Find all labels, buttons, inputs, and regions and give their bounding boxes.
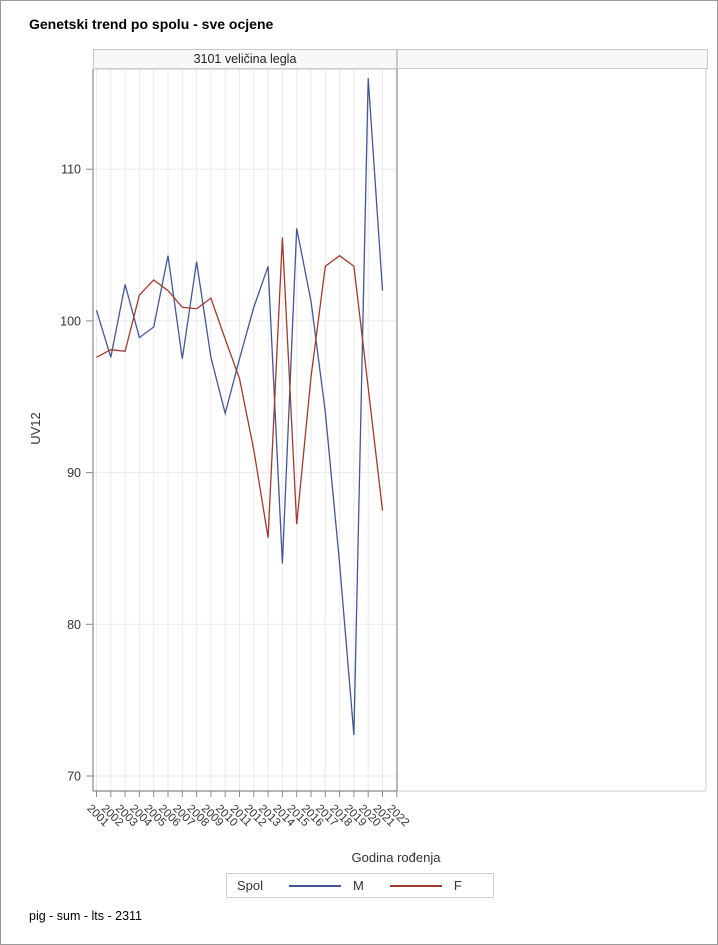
- y-axis-label: UV12: [27, 412, 43, 445]
- legend: Spol M F: [226, 873, 494, 898]
- legend-label-male: M: [353, 878, 364, 893]
- svg-text:90: 90: [67, 466, 81, 480]
- legend-label-female: F: [453, 878, 462, 893]
- legend-title: Spol: [237, 878, 264, 893]
- svg-text:100: 100: [60, 314, 81, 328]
- svg-text:110: 110: [61, 163, 81, 177]
- panel-header-right: [397, 49, 708, 69]
- svg-text:70: 70: [67, 770, 81, 784]
- footer-note: pig - sum - lts - 2311: [29, 909, 143, 923]
- svg-text:80: 80: [67, 618, 81, 632]
- x-axis-label: Godina rođenja: [351, 850, 441, 865]
- legend-line-male-icon: [289, 884, 342, 887]
- legend-line-female-icon: [389, 884, 442, 887]
- page-title: Genetski trend po spolu - sve ocjene: [29, 16, 274, 32]
- panel-header-label: 3101 veličina legla: [193, 52, 297, 66]
